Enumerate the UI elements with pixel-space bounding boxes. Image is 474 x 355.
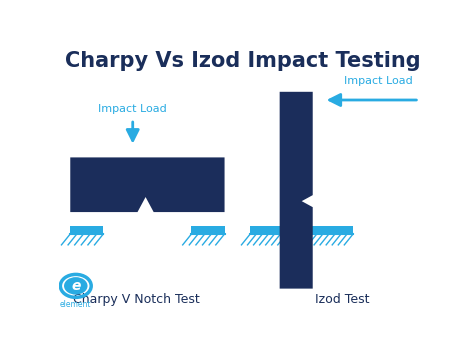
Text: Charpy Vs Izod Impact Testing: Charpy Vs Izod Impact Testing <box>65 51 421 71</box>
Text: Izod Test: Izod Test <box>315 293 369 306</box>
Text: element: element <box>60 300 91 309</box>
Bar <box>250 226 353 234</box>
Text: Charpy V Notch Test: Charpy V Notch Test <box>73 293 200 306</box>
Bar <box>70 226 103 234</box>
Circle shape <box>64 277 88 295</box>
Polygon shape <box>280 92 313 289</box>
Text: Impact Load: Impact Load <box>98 104 167 114</box>
Text: e: e <box>71 279 81 293</box>
Polygon shape <box>70 157 225 212</box>
Text: Impact Load: Impact Load <box>345 76 413 86</box>
Bar <box>191 226 225 234</box>
